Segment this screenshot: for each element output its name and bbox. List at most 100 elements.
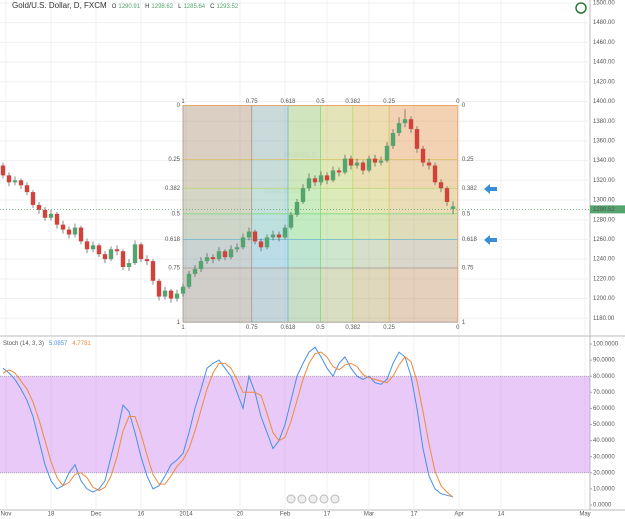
candle-body [234,247,240,250]
candle-body [360,162,366,171]
title: Gold/U.S. Dollar, D, FXCM [12,1,107,10]
y-tick-label: 1380.00 [593,119,615,125]
y-tick-label: 40.0000 [593,438,615,444]
y-tick-label: 50.0000 [593,422,615,428]
candle-body [18,180,24,186]
fib-label: 0.5 [316,325,325,331]
candle-body [306,178,312,189]
y-tick-label: 1300.00 [593,198,615,204]
y-tick-label: 30.0000 [593,454,615,460]
candle-body [312,178,318,183]
candle-body [144,259,150,262]
candle-body [162,290,168,297]
candle-body [96,245,102,255]
candle-body [378,160,384,163]
candle-body [54,213,60,225]
stoch-value: 4.7781 [72,341,91,347]
candle-body [336,170,342,173]
nav-button[interactable] [330,494,340,504]
candle-body [354,162,360,166]
x-tick-label: Feb [280,512,291,518]
x-tick-label: Nov [1,512,12,518]
candle-body [120,251,126,268]
candle-body [72,227,78,235]
fib-label: 0.25 [383,325,395,331]
candle-body [174,293,180,299]
y-tick-label: 1460.00 [593,40,615,46]
nav-button[interactable] [297,494,307,504]
candle-body [402,119,408,124]
candle-body [450,206,456,209]
chart-title: Gold/U.S. Dollar, D, FXCM O 1290.91 H 1298.6… [12,1,239,10]
y-tick-label: 10.0000 [593,486,615,492]
y-tick-label: 1240.00 [593,257,615,263]
candle-body [288,214,294,228]
candle-body [420,148,426,163]
candle-body [138,244,144,260]
title: Stoch (14, 3, 3) [3,341,44,347]
x-tick-label: 14 [498,512,505,518]
fib-label: 0.75 [168,266,180,272]
y-tick-label: 1340.00 [593,158,615,164]
y-tick-label: 1440.00 [593,60,615,66]
candle-body [390,133,396,146]
candle-body [372,158,378,163]
candle-body [294,201,300,215]
y-tick-label: 1500.00 [593,1,615,7]
fib-label: 0.618 [280,325,296,331]
candle-body [384,145,390,161]
nav-button[interactable] [319,494,329,504]
x-tick-label: Dec [91,512,102,518]
candle-body [432,165,438,183]
candle-body [156,280,162,297]
fib-label: 0.618 [280,99,296,105]
candle-body [438,182,444,189]
stoch-line [2,351,454,498]
candle-body [186,273,192,287]
arrow-icon [484,235,497,245]
candle-body [300,188,306,202]
y-tick-label: 1280.00 [593,217,615,223]
x-tick-label: 17 [411,512,418,518]
logo-icon [575,2,587,14]
x-tick-label: 2014 [179,512,193,518]
x-tick-label: 18 [48,512,55,518]
x-tick-label: 20 [237,512,244,518]
y-tick-label: 1180.00 [593,316,615,322]
nav-button[interactable] [308,494,318,504]
y-tick-label: 60.0000 [593,406,615,412]
candle-body [180,286,186,294]
fib-label: 1 [177,320,181,326]
arrow-icon [484,184,497,194]
y-tick-label: 100.0000 [593,342,619,348]
nav-button[interactable] [286,494,296,504]
x-tick-label: 17 [324,512,331,518]
y-tick-label: 80.0000 [593,374,615,380]
candle-body [240,237,246,248]
candle-body [348,158,354,166]
fib-label: 0.382 [345,99,361,105]
stoch-pane: 100.0000 90.0000 80.0000 70.0000 60.0000 50.0… [0,337,619,510]
candle-body [426,162,432,166]
candle-body [84,241,90,250]
candle-body [48,213,54,218]
fib-label: 0.618 [462,237,478,243]
fib-label: 0 [177,103,181,109]
fib-label: 0 [462,103,466,109]
fib-label: 0.618 [165,237,181,243]
candle-body [228,249,234,258]
navigation [286,494,340,504]
candle-body [216,251,222,260]
candle-body [60,224,66,230]
candle-body [78,227,84,242]
candle-body [264,237,270,248]
candle-body [366,158,372,171]
last-price-tag [590,205,625,214]
candle-body [114,249,120,252]
candle-body [252,231,258,242]
candle-body [102,254,108,260]
y-tick-label: 1220.00 [593,276,615,282]
ohlc-value: 1298.62 [151,4,173,10]
fib-label: 0.382 [462,186,478,192]
y-tick-label: 70.0000 [593,390,615,396]
